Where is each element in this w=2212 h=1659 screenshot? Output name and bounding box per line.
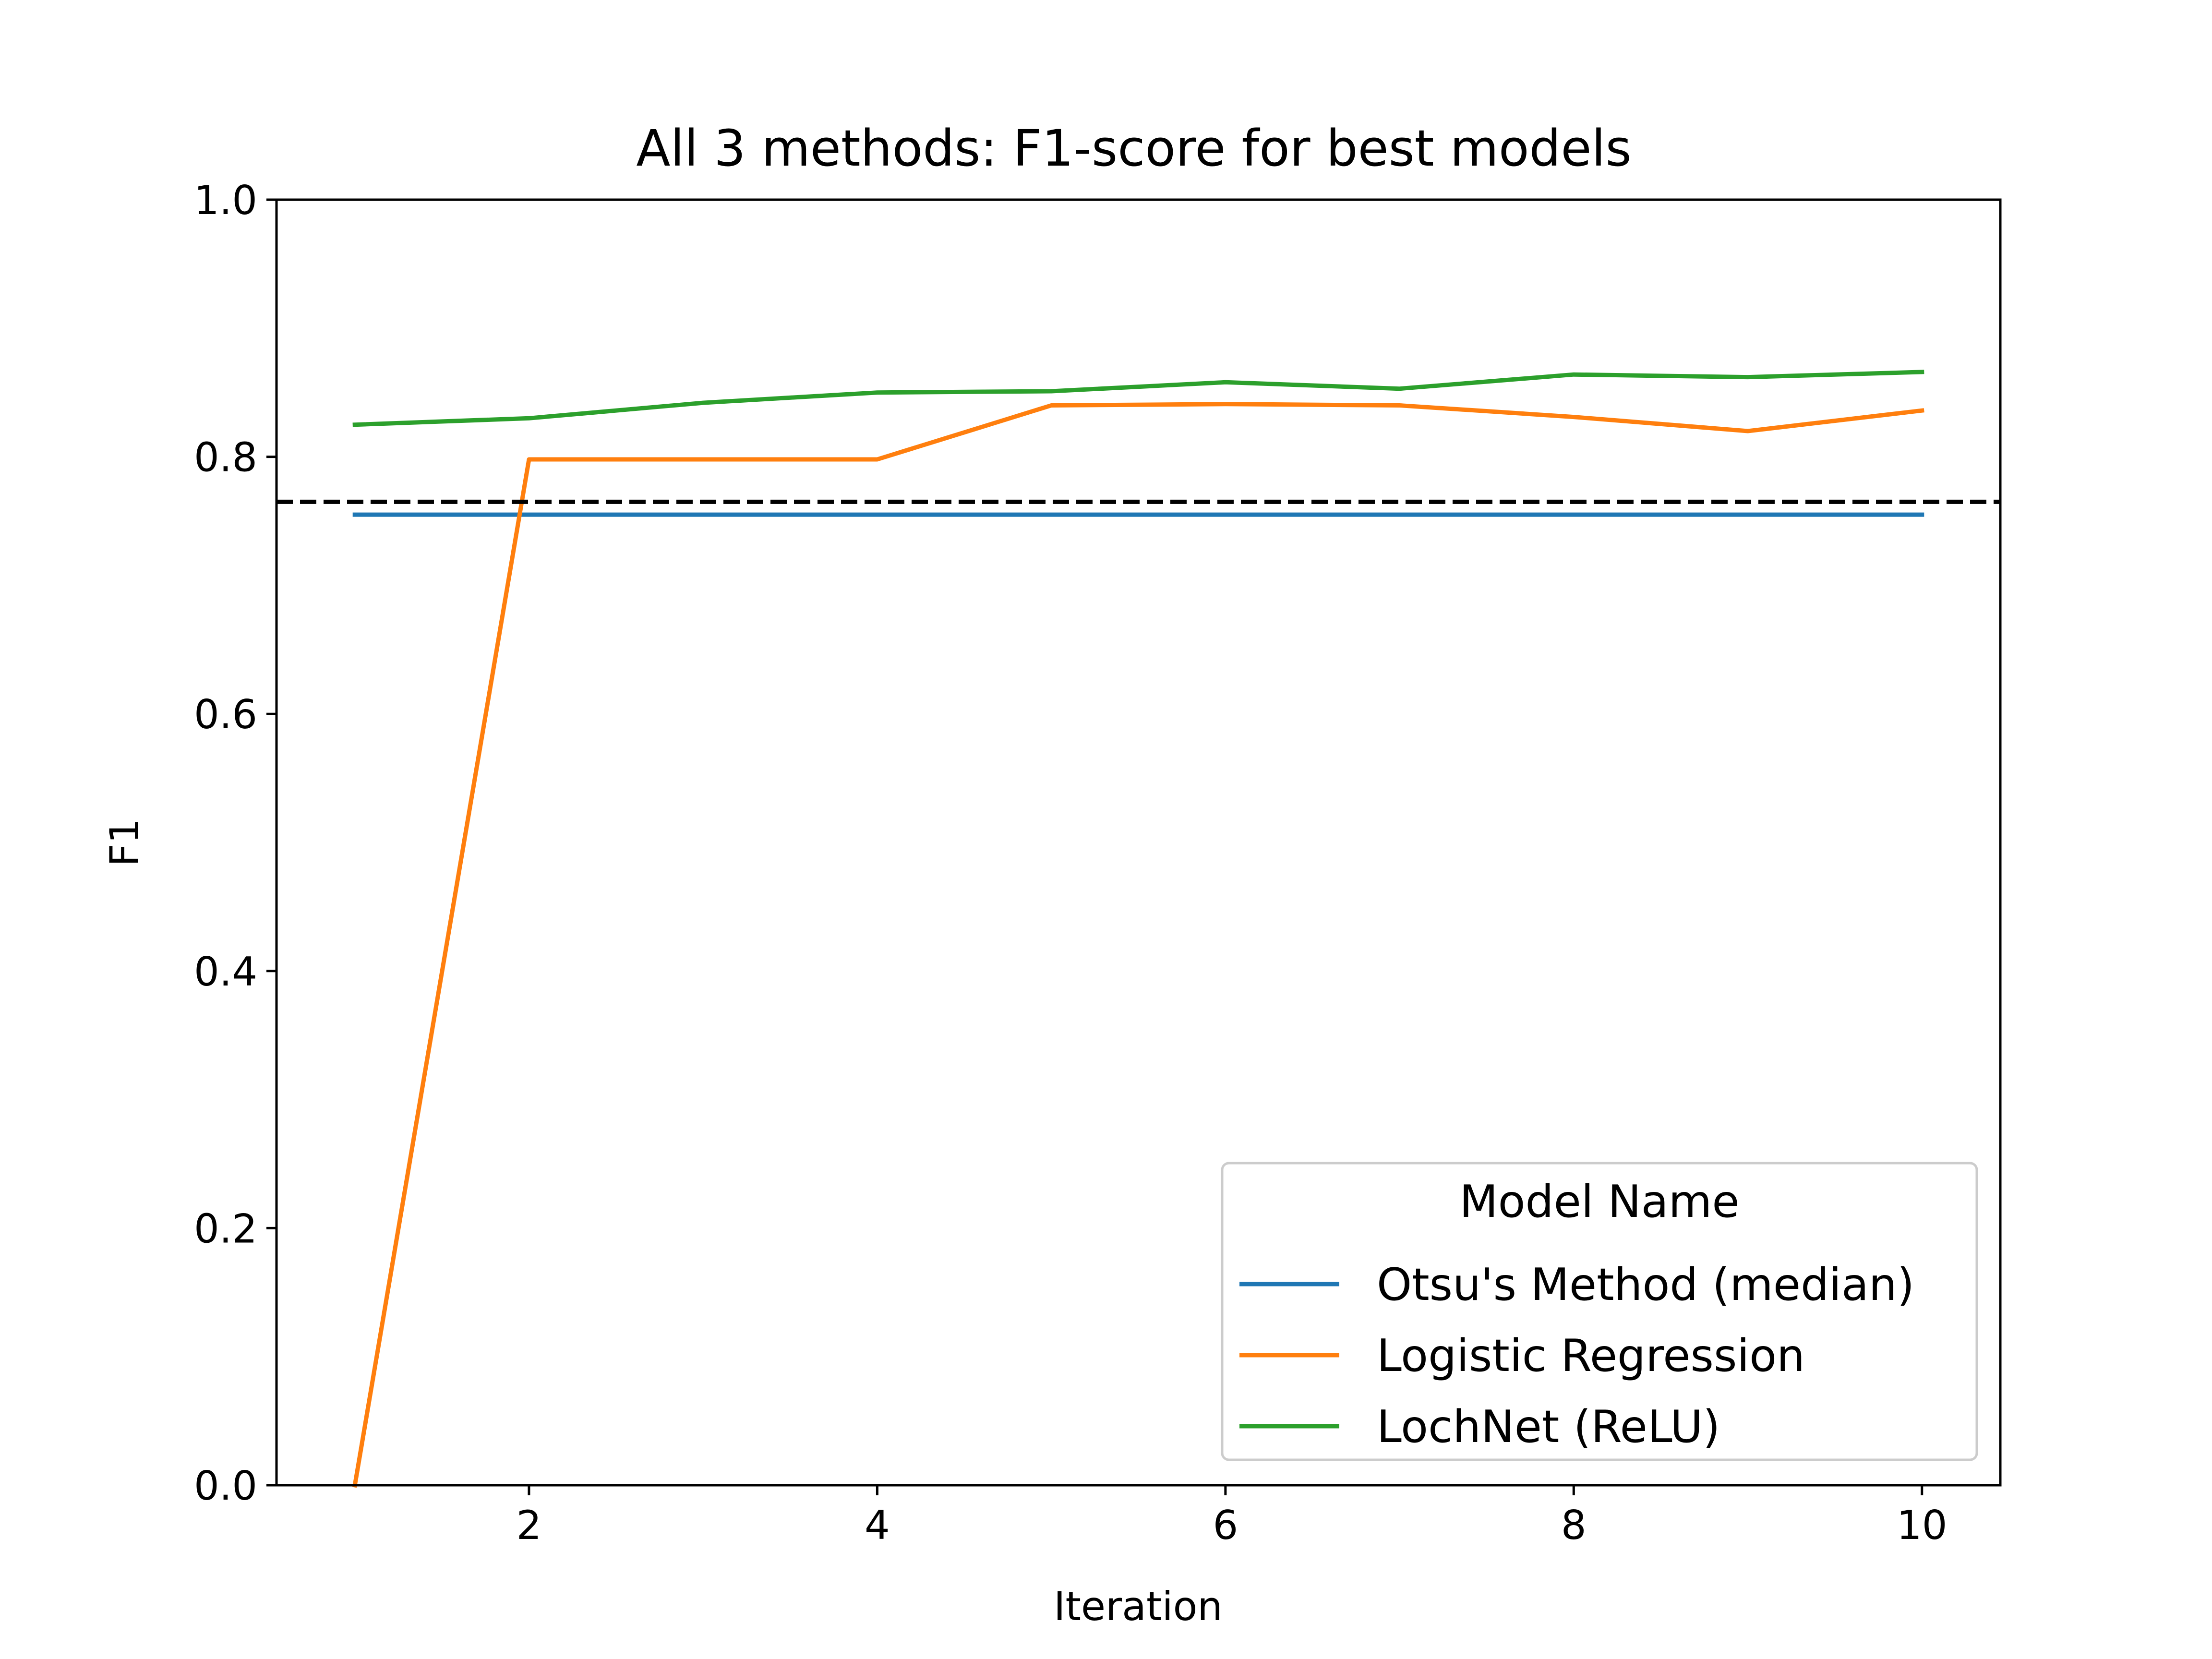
x-tick-label: 10 — [1897, 1502, 1948, 1549]
x-tick-label: 4 — [865, 1502, 890, 1549]
plot-frame — [275, 198, 2002, 1487]
x-tick-label: 2 — [517, 1502, 542, 1549]
legend-box — [1221, 1162, 1978, 1461]
legend: Model Name Otsu's Method (median) Logisti… — [1221, 1162, 1978, 1461]
y-tick-label: 0.8 — [194, 434, 257, 481]
x-tick-label: 6 — [1213, 1502, 1238, 1549]
legend-title: Model Name — [1459, 1176, 1739, 1227]
y-tick-label: 0.0 — [194, 1463, 257, 1509]
y-axis-ticks: 0.0 0.2 0.4 0.6 0.8 1.0 — [194, 177, 276, 1509]
legend-label-2: LochNet (ReLU) — [1377, 1401, 1720, 1453]
series-layer — [352, 370, 1924, 1488]
y-tick-label: 0.2 — [194, 1205, 257, 1252]
legend-label-0: Otsu's Method (median) — [1377, 1259, 1914, 1310]
y-tick-label: 0.4 — [194, 949, 257, 995]
series-line-2 — [352, 370, 1924, 427]
series-line-1 — [352, 402, 1924, 1488]
y-tick-label: 0.6 — [194, 691, 257, 738]
chart-title: All 3 methods: F1-score for best models — [636, 119, 1631, 178]
x-axis-ticks: 2 4 6 8 10 — [517, 1485, 1948, 1549]
x-tick-label: 8 — [1561, 1502, 1587, 1549]
x-axis-label: Iteration — [1054, 1583, 1223, 1630]
y-axis-label: F1 — [101, 818, 148, 867]
legend-label-1: Logistic Regression — [1377, 1330, 1805, 1382]
legend-entries: Otsu's Method (median) Logistic Regressio… — [1239, 1259, 1914, 1453]
y-tick-label: 1.0 — [194, 177, 257, 224]
